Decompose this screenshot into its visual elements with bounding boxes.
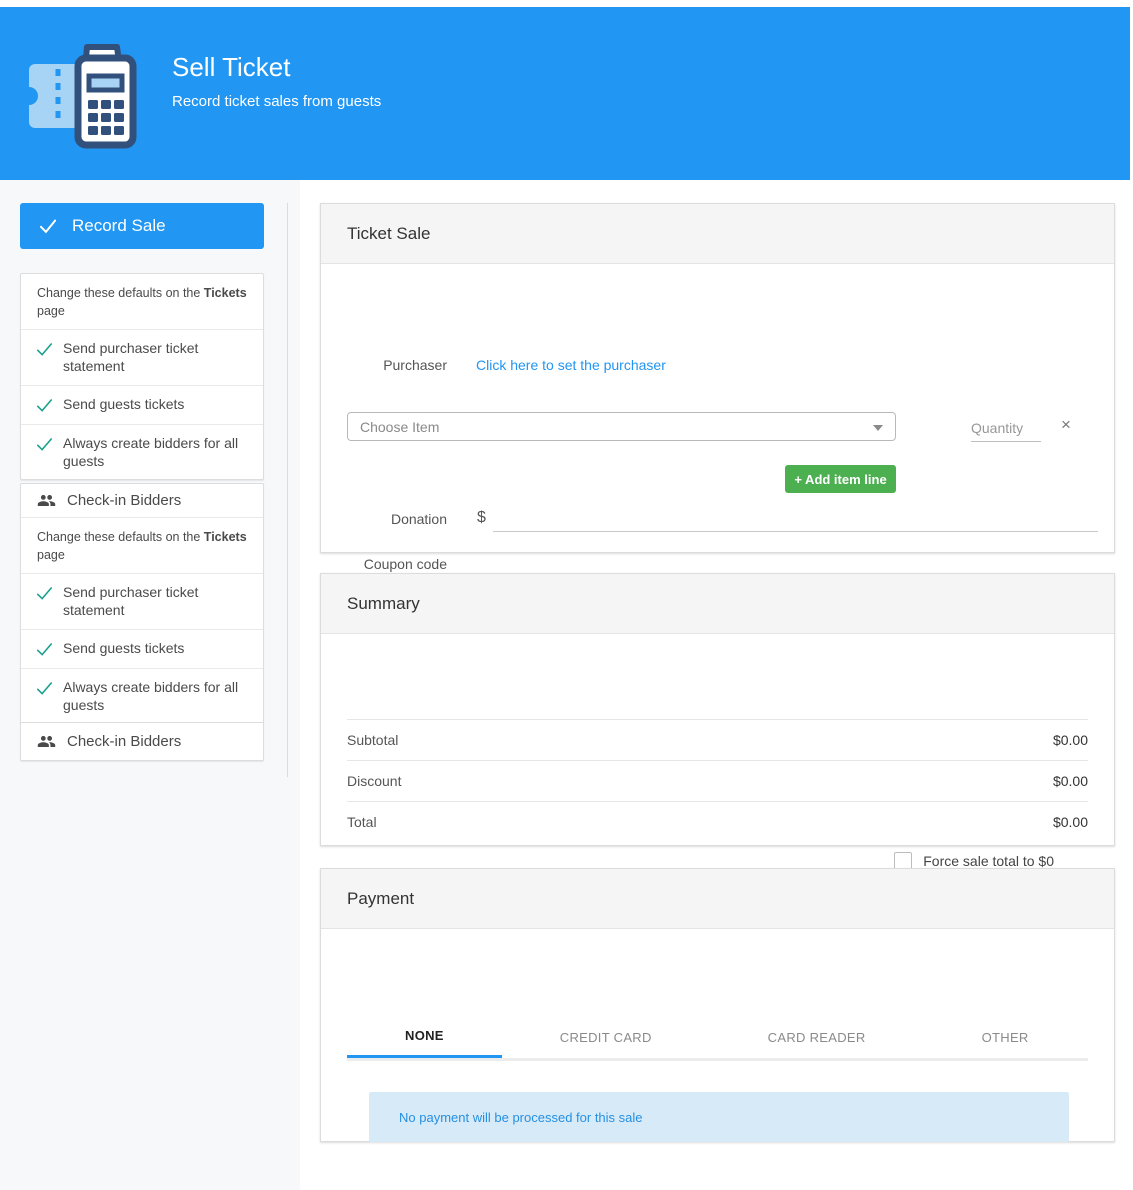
choose-item-select[interactable]: Choose Item xyxy=(347,412,896,441)
ticket-defaults-card: Change these defaults on the Tickets pag… xyxy=(20,273,264,480)
checkin-bidders-card: Check-in Bidders xyxy=(20,722,264,761)
check-icon xyxy=(36,642,53,656)
summary-row-subtotal: Subtotal $0.00 xyxy=(347,719,1088,760)
page-title: Sell Ticket xyxy=(172,52,291,82)
default-item-label: Always create bidders for all guests xyxy=(63,678,239,713)
payment-card: Payment NONE CREDIT CARD CARD READER OTH… xyxy=(320,868,1115,1142)
check-icon xyxy=(36,587,53,601)
default-item-label: Send purchaser ticket statement xyxy=(63,340,199,375)
default-item-label: Send guests tickets xyxy=(63,395,185,412)
ticket-sale-card: Ticket Sale Purchaser Click here to set … xyxy=(320,203,1115,579)
tab-other[interactable]: OTHER xyxy=(981,1029,1029,1045)
checkin-bidders-label: Check-in Bidders xyxy=(67,733,182,750)
default-item-label: Always create bidders for all guests xyxy=(63,434,239,469)
record-sale-label: Record Sale xyxy=(72,216,166,235)
chevron-down-icon xyxy=(873,425,883,431)
ticket-machine-icon xyxy=(20,41,137,149)
force-zero-row: Force sale total to $0 xyxy=(347,852,1088,870)
default-item-send-tickets[interactable]: Send guests tickets xyxy=(21,628,263,668)
quantity-input[interactable] xyxy=(971,415,1041,442)
tab-card-reader[interactable]: CARD READER xyxy=(767,1029,866,1045)
check-icon xyxy=(36,398,53,412)
defaults-note: Change these defaults on the Tickets pag… xyxy=(37,286,247,319)
currency-symbol: $ xyxy=(477,509,486,526)
page-subtitle: Record ticket sales from guests xyxy=(172,93,382,110)
default-item-label: Send purchaser ticket statement xyxy=(63,584,199,619)
add-item-line-button[interactable]: + Add item line xyxy=(785,465,896,493)
ticket-sale-header: Ticket Sale xyxy=(321,204,1114,264)
summary-row-discount: Discount $0.00 xyxy=(347,760,1088,801)
default-item-send-statement[interactable]: Send purchaser ticket statement xyxy=(21,329,263,384)
subtotal-label: Subtotal xyxy=(347,732,399,748)
donation-input[interactable] xyxy=(493,501,1098,532)
default-item-send-statement[interactable]: Send purchaser ticket statement xyxy=(21,573,263,628)
sidebar-divider xyxy=(287,203,288,777)
subtotal-value: $0.00 xyxy=(1052,732,1088,748)
group-icon xyxy=(37,735,56,748)
payment-tabs: NONE CREDIT CARD CARD READER OTHER xyxy=(347,1016,1088,1061)
payment-header: Payment xyxy=(321,869,1114,929)
purchaser-label: Purchaser xyxy=(383,357,447,373)
default-item-label: Send guests tickets xyxy=(63,639,185,656)
default-item-create-bidders[interactable]: Always create bidders for all guests xyxy=(21,423,263,479)
check-icon xyxy=(39,219,57,234)
defaults-note: Change these defaults on the Tickets pag… xyxy=(37,530,247,563)
remove-item-line-icon[interactable]: × xyxy=(1061,415,1071,434)
discount-value: $0.00 xyxy=(1052,773,1088,789)
checkin-bidders-item[interactable]: Check-in Bidders xyxy=(21,723,263,760)
coupon-code-label: Coupon code xyxy=(363,556,447,572)
check-icon xyxy=(36,681,53,695)
set-purchaser-link[interactable]: Click here to set the purchaser xyxy=(476,357,666,373)
default-item-create-bidders[interactable]: Always create bidders for all guests xyxy=(21,667,263,723)
checkin-bidders-item[interactable]: Check-in Bidders xyxy=(21,484,263,518)
total-label: Total xyxy=(347,814,377,830)
summary-row-total: Total $0.00 xyxy=(347,801,1088,842)
tab-none[interactable]: NONE xyxy=(347,1016,502,1058)
page-header: Sell Ticket Record ticket sales from gue… xyxy=(0,7,1130,180)
discount-label: Discount xyxy=(347,773,402,789)
summary-header: Summary xyxy=(321,574,1114,634)
group-icon xyxy=(37,494,56,507)
checkin-bidders-label: Check-in Bidders xyxy=(67,492,182,509)
no-payment-notice: No payment will be processed for this sa… xyxy=(369,1092,1069,1142)
record-sale-button[interactable]: Record Sale xyxy=(20,203,264,249)
check-icon xyxy=(36,343,53,357)
summary-card: Summary Subtotal $0.00 Discount $0.00 To… xyxy=(320,573,1115,870)
total-value: $0.00 xyxy=(1052,814,1088,830)
check-icon xyxy=(36,437,53,451)
checkin-defaults-card: Check-in Bidders Change these defaults o… xyxy=(20,483,264,724)
force-zero-label: Force sale total to $0 xyxy=(923,853,1054,869)
donation-label: Donation xyxy=(390,511,447,527)
tab-credit-card[interactable]: CREDIT CARD xyxy=(559,1029,652,1045)
default-item-send-tickets[interactable]: Send guests tickets xyxy=(21,384,263,424)
choose-item-placeholder: Choose Item xyxy=(360,418,440,435)
